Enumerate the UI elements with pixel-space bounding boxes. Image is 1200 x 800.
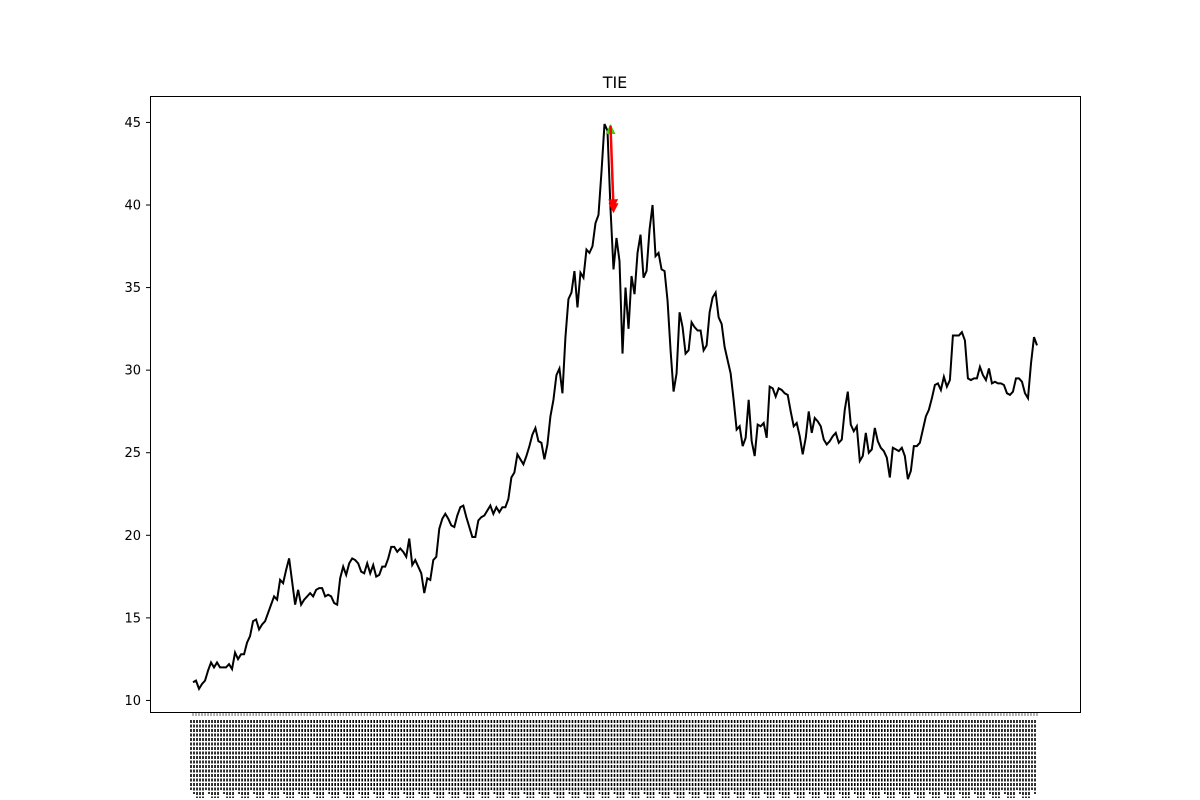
- y-tick-label: 30: [124, 364, 141, 379]
- series-layer: [192, 123, 1038, 692]
- y-tick-label: 10: [124, 694, 141, 709]
- plot-frame: [150, 96, 1081, 713]
- y-tick-label: 45: [124, 116, 141, 131]
- sell-arrow: [609, 125, 615, 209]
- sell-arrow-head: [608, 199, 619, 209]
- series-line: [192, 123, 1038, 692]
- y-tick-label: 15: [124, 611, 141, 626]
- y-axis: 10 15 20 25 30 35 40 45: [124, 116, 150, 709]
- y-tick-label: 25: [124, 446, 141, 461]
- x-axis: [190, 712, 1038, 798]
- y-tick-label: 35: [124, 281, 141, 296]
- y-tick-label: 20: [124, 529, 141, 544]
- annotation-layer: [605, 124, 619, 214]
- chart-title: TIE: [602, 73, 628, 92]
- y-tick-label: 40: [124, 198, 141, 213]
